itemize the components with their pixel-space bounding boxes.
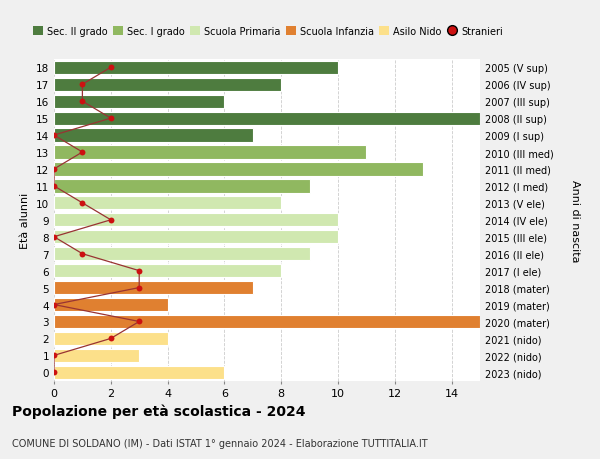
Point	[49, 166, 59, 173]
Bar	[54, 332, 167, 345]
Point	[106, 64, 116, 72]
Point	[49, 301, 59, 308]
Bar	[54, 230, 338, 244]
Point	[77, 81, 87, 89]
Point	[134, 318, 144, 325]
Point	[134, 268, 144, 275]
Bar	[54, 281, 253, 295]
Bar	[54, 298, 167, 312]
Bar	[54, 197, 281, 210]
Point	[49, 132, 59, 140]
Point	[77, 98, 87, 106]
Point	[49, 369, 59, 376]
Bar	[54, 129, 253, 142]
Point	[49, 352, 59, 359]
Point	[134, 284, 144, 291]
Point	[77, 200, 87, 207]
Bar	[54, 163, 423, 176]
Bar	[54, 349, 139, 362]
Bar	[54, 62, 338, 75]
Y-axis label: Anni di nascita: Anni di nascita	[570, 179, 580, 262]
Point	[49, 234, 59, 241]
Bar	[54, 366, 224, 379]
Point	[49, 183, 59, 190]
Point	[106, 115, 116, 123]
Point	[106, 217, 116, 224]
Point	[77, 251, 87, 258]
Point	[106, 335, 116, 342]
Bar	[54, 146, 367, 159]
Y-axis label: Età alunni: Età alunni	[20, 192, 31, 248]
Bar	[54, 180, 310, 193]
Bar	[54, 214, 338, 227]
Bar	[54, 247, 310, 261]
Text: Popolazione per età scolastica - 2024: Popolazione per età scolastica - 2024	[12, 404, 305, 419]
Text: COMUNE DI SOLDANO (IM) - Dati ISTAT 1° gennaio 2024 - Elaborazione TUTTITALIA.IT: COMUNE DI SOLDANO (IM) - Dati ISTAT 1° g…	[12, 438, 428, 448]
Bar	[54, 95, 224, 108]
Bar	[54, 78, 281, 92]
Bar	[54, 264, 281, 278]
Legend: Sec. II grado, Sec. I grado, Scuola Primaria, Scuola Infanzia, Asilo Nido, Stran: Sec. II grado, Sec. I grado, Scuola Prim…	[29, 23, 506, 40]
Point	[77, 149, 87, 157]
Bar	[54, 112, 480, 125]
Bar	[54, 315, 480, 328]
